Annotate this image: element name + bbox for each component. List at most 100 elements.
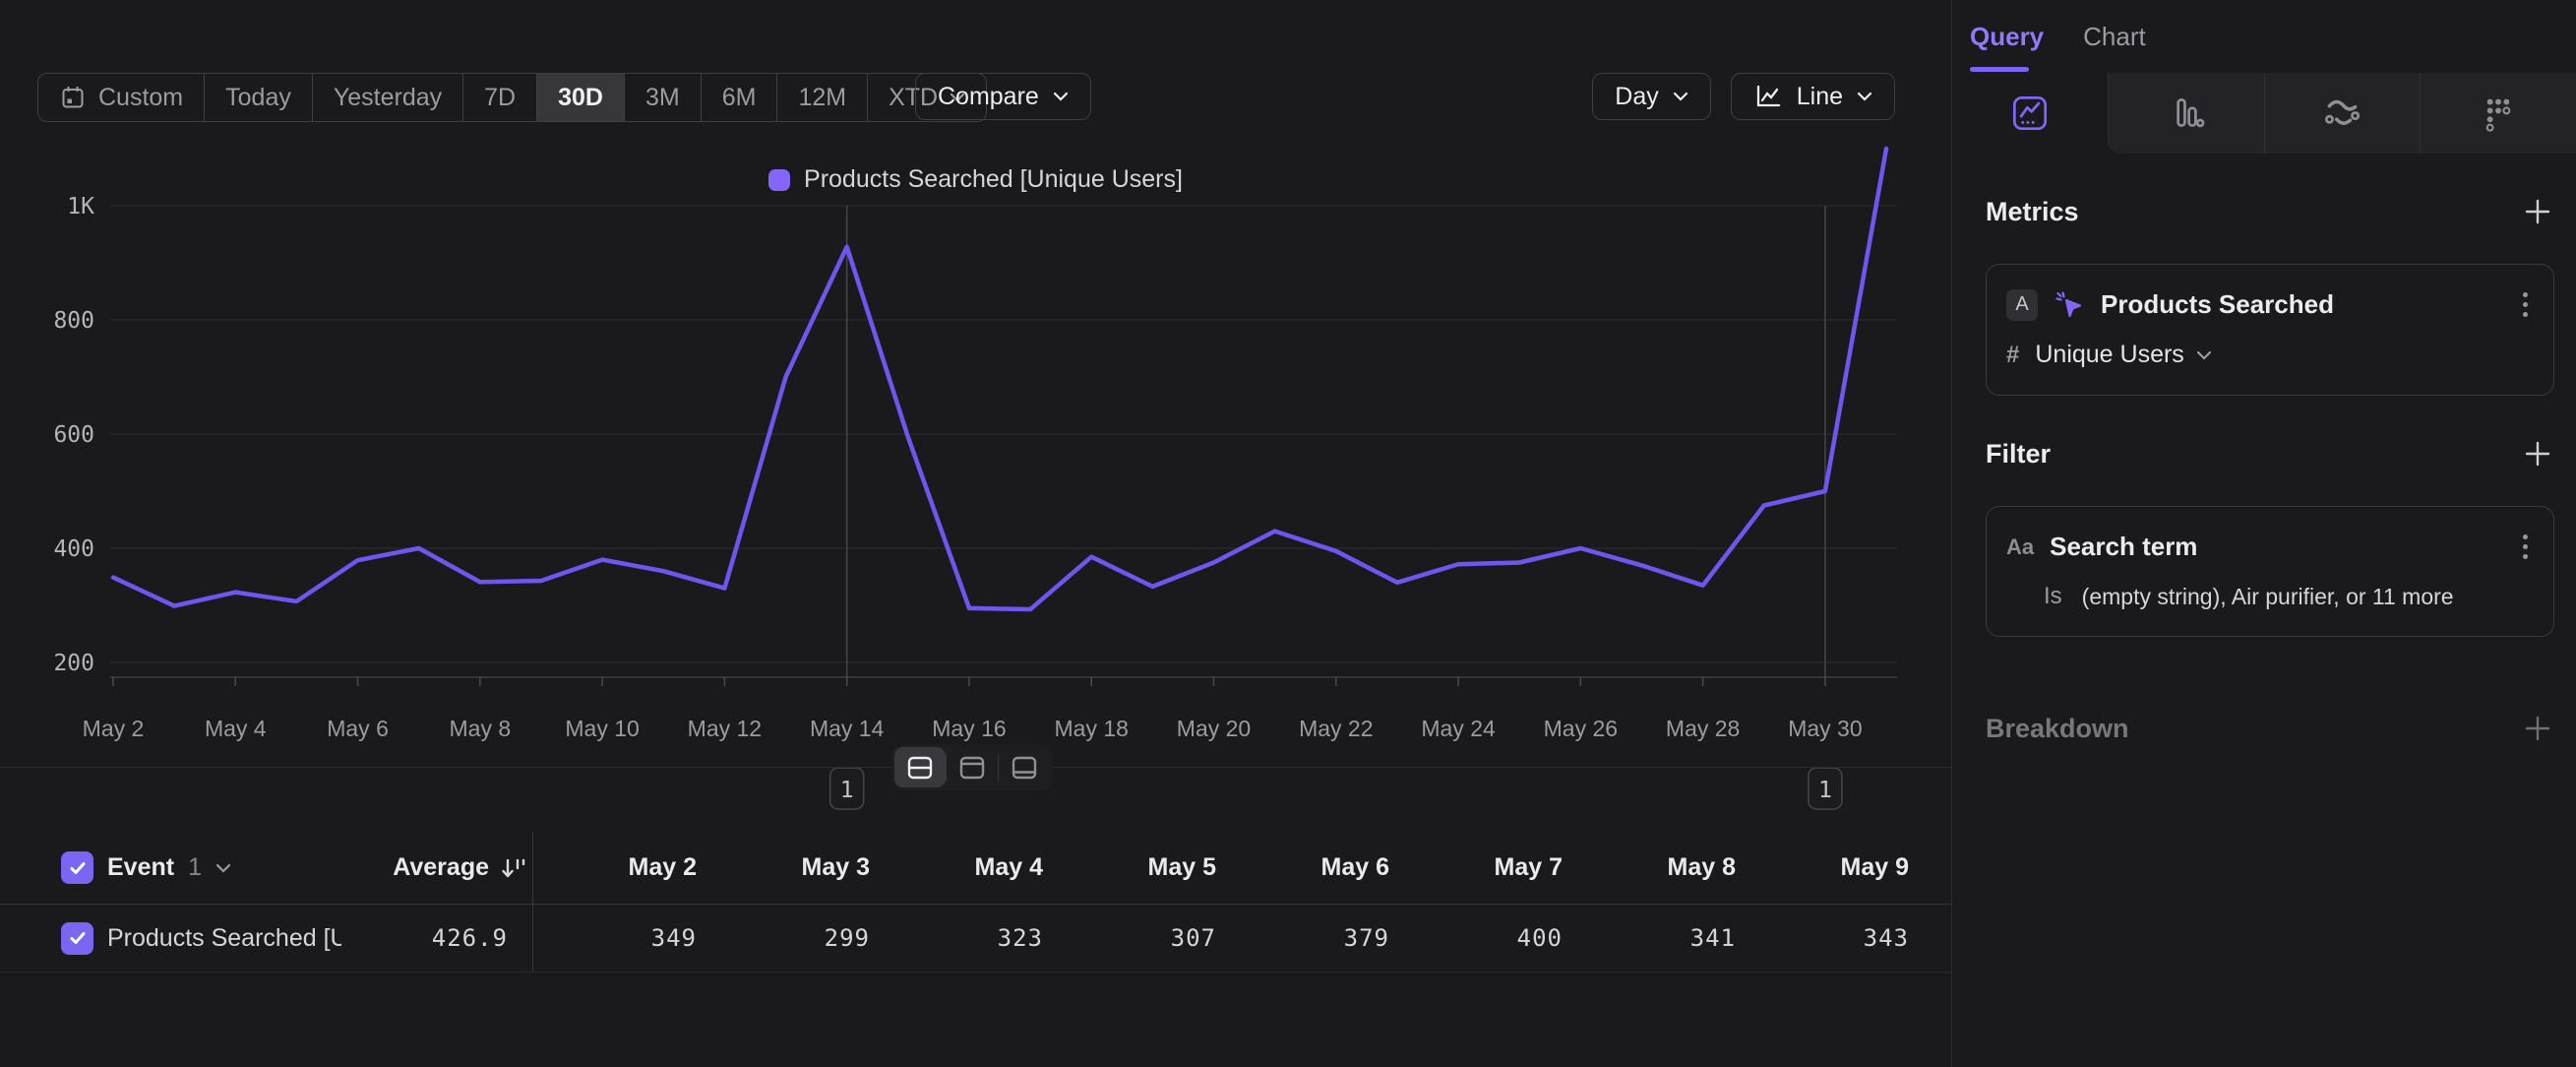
granularity-button[interactable]: Day: [1592, 73, 1710, 120]
filter-section-header: Filter: [1986, 437, 2554, 471]
y-axis-label: 600: [53, 422, 94, 448]
range-button-6m[interactable]: 6M: [702, 74, 778, 121]
average-value: 426.9: [432, 924, 508, 952]
filter-operator[interactable]: Is: [2044, 583, 2062, 610]
y-axis-label: 800: [53, 308, 94, 334]
x-axis-label: May 26: [1544, 716, 1618, 741]
x-axis-label: May 14: [810, 716, 885, 741]
filter-property-name[interactable]: Search term: [2050, 532, 2197, 562]
range-button-custom[interactable]: Custom: [38, 74, 205, 121]
layout-toggle-group: [891, 744, 1053, 790]
view-tab-retention[interactable]: [2420, 73, 2576, 154]
layout-bottom-icon: [1011, 755, 1038, 781]
date-header-cell: May 7: [1399, 853, 1572, 882]
event-column-label: Event: [107, 853, 174, 882]
layout-top-icon: [958, 755, 986, 781]
value-cell: 323: [880, 924, 1053, 952]
layout-bottom-button[interactable]: [999, 747, 1050, 787]
range-button-3m[interactable]: 3M: [625, 74, 702, 121]
add-metric-button[interactable]: [2521, 195, 2554, 228]
x-axis-label: May 2: [83, 716, 145, 741]
text-property-icon: Aa: [2006, 534, 2034, 560]
chevron-down-icon: [1857, 92, 1872, 101]
chevron-down-icon: [1673, 92, 1688, 101]
breakdown-heading: Breakdown: [1986, 714, 2129, 744]
add-breakdown-button[interactable]: [2521, 712, 2554, 745]
event-name-cell: Products Searched [Un...: [0, 922, 341, 955]
chevron-down-icon: [2196, 350, 2212, 360]
metric-card: A Products Searched #: [1986, 264, 2554, 396]
value-cell: 400: [1399, 924, 1572, 952]
x-axis-label: May 10: [565, 716, 639, 741]
date-header-cell: May 4: [880, 853, 1053, 882]
chevron-down-icon: [1053, 92, 1069, 101]
view-tab-insights[interactable]: [1952, 73, 2108, 154]
y-axis-label: 1K: [67, 194, 94, 220]
value-cell: 343: [1746, 924, 1919, 952]
kebab-menu-icon[interactable]: [2517, 288, 2534, 321]
check-icon: [68, 858, 88, 878]
x-axis-label: May 4: [205, 716, 267, 741]
y-axis-label: 400: [53, 536, 94, 562]
x-axis-label: May 8: [450, 716, 512, 741]
plus-icon: [2524, 715, 2551, 742]
sidebar-content: Metrics A: [1952, 195, 2576, 745]
series-line[interactable]: [113, 149, 1886, 609]
filter-card: Aa Search term Is (empty string), Air pu…: [1986, 506, 2554, 637]
layout-top-button[interactable]: [947, 747, 998, 787]
chevron-down-icon[interactable]: [215, 863, 231, 873]
x-axis-label: May 22: [1299, 716, 1373, 741]
flows-icon: [2319, 91, 2364, 136]
plus-icon: [2524, 198, 2551, 225]
calendar-icon: [59, 84, 87, 111]
breakdown-section-header: Breakdown: [1986, 712, 2554, 745]
layout-split-icon: [906, 755, 934, 781]
row-checkbox[interactable]: [61, 922, 93, 955]
view-type-tabs: [1952, 73, 2576, 154]
events-table: Event 1 Average May 2: [0, 832, 1951, 973]
tab-chart[interactable]: Chart: [2083, 22, 2146, 52]
range-button-12m[interactable]: 12M: [777, 74, 868, 121]
event-header-cell: Event 1: [0, 851, 341, 884]
retention-icon: [2476, 91, 2521, 136]
annotation-badge-label[interactable]: 1: [1818, 778, 1832, 803]
view-tab-flows[interactable]: [2264, 73, 2421, 154]
view-tab-bar-chart[interactable]: [2108, 73, 2264, 154]
metrics-section-header: Metrics: [1986, 195, 2554, 228]
add-filter-button[interactable]: [2521, 437, 2554, 471]
insights-icon: [2007, 91, 2053, 136]
date-header-cell: May 9: [1746, 853, 1919, 882]
x-axis-label: May 6: [327, 716, 389, 741]
range-button-7d[interactable]: 7D: [463, 74, 537, 121]
filter-heading: Filter: [1986, 439, 2051, 470]
select-all-checkbox[interactable]: [61, 851, 93, 884]
average-header-cell[interactable]: Average: [341, 853, 532, 882]
value-cell: 341: [1572, 924, 1746, 952]
range-button-yesterday[interactable]: Yesterday: [313, 74, 463, 121]
range-label: Custom: [98, 84, 183, 112]
x-axis-label: May 30: [1788, 716, 1862, 741]
active-tab-underline: [1970, 67, 2029, 72]
kebab-menu-icon[interactable]: [2517, 531, 2534, 563]
date-header-cell: May 3: [706, 853, 880, 882]
check-icon: [68, 928, 88, 948]
x-axis-label: May 20: [1177, 716, 1251, 741]
annotation-badge-label[interactable]: 1: [840, 778, 854, 803]
chart-type-button[interactable]: Line: [1731, 73, 1895, 120]
filter-value[interactable]: (empty string), Air purifier, or 11 more: [2082, 584, 2454, 610]
line-chart-svg[interactable]: 1K 800 600 400 200 May 2 May 4 May 6 May 8 May 10…: [0, 138, 1951, 847]
app-root: Custom Today Yesterday 7D 30D 3M 6M 12M …: [0, 0, 2576, 1067]
range-button-30d[interactable]: 30D: [537, 74, 625, 121]
range-button-today[interactable]: Today: [205, 74, 313, 121]
value-cell: 349: [533, 924, 706, 952]
compare-button[interactable]: Compare: [915, 73, 1091, 120]
tab-query[interactable]: Query: [1970, 22, 2044, 52]
hash-icon: #: [2006, 342, 2019, 369]
series-name: Products Searched [Un...: [107, 924, 341, 953]
aggregation-selector[interactable]: Unique Users: [2035, 341, 2211, 369]
plus-icon: [2524, 440, 2551, 468]
metric-name[interactable]: Products Searched: [2101, 289, 2334, 320]
layout-split-button[interactable]: [894, 747, 946, 787]
y-axis-label: 200: [53, 651, 94, 676]
date-range-group: Custom Today Yesterday 7D 30D 3M 6M 12M …: [37, 73, 987, 122]
